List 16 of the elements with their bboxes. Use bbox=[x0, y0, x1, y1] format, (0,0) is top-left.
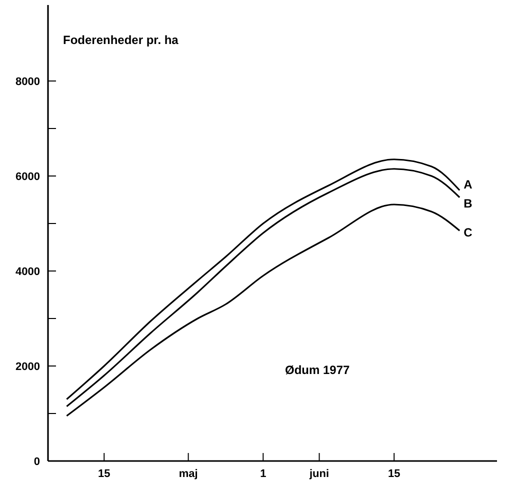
series-label: A bbox=[464, 177, 473, 192]
x-tick-label: 15 bbox=[388, 468, 400, 480]
x-tick-label: 15 bbox=[98, 468, 110, 480]
annotation: Ødum 1977 bbox=[285, 363, 350, 377]
y-tick-label: 2000 bbox=[16, 361, 40, 373]
y-tick-label: 0 bbox=[34, 456, 40, 468]
y-tick-label: 4000 bbox=[16, 266, 40, 278]
series-label: B bbox=[464, 196, 473, 210]
y-axis-title: Foderenheder pr. ha bbox=[63, 33, 179, 47]
x-tick-label: maj bbox=[178, 468, 198, 480]
y-tick-label: 6000 bbox=[16, 171, 40, 183]
x-tick-label: juni bbox=[308, 468, 330, 480]
y-tick-label: 8000 bbox=[16, 76, 40, 88]
series-label: C bbox=[464, 226, 473, 240]
line-series bbox=[66, 204, 460, 417]
x-tick-label: 1 bbox=[260, 468, 266, 480]
